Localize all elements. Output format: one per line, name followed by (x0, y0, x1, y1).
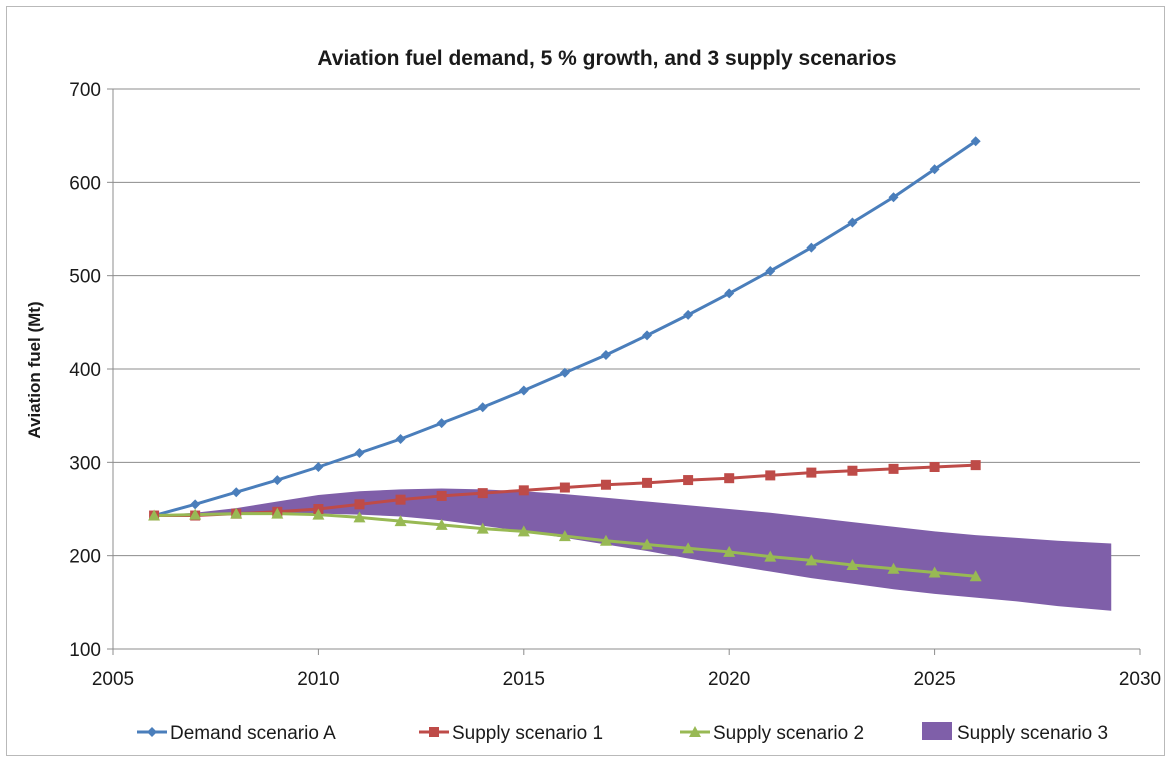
supply-scenario-2-point (476, 522, 489, 534)
demand-scenario-a-point (272, 475, 283, 486)
supply-scenario-2-point (271, 507, 284, 519)
supply-scenario-2-point (189, 508, 202, 520)
legend-marker (689, 726, 701, 737)
chart-frame: 100 200 300 400 500 600 700 2005 2010 2015 2020 202… (6, 6, 1165, 756)
supply-scenario-1-point (395, 494, 406, 505)
supply-scenario-1-point (806, 467, 817, 478)
y-tick-label: 700 (69, 80, 101, 101)
x-tick-label: 2025 (913, 669, 955, 690)
demand-scenario-a-point (642, 330, 653, 341)
x-tick-label: 2015 (503, 669, 545, 690)
demand-scenario-a-point (395, 434, 406, 444)
legend-marker (147, 727, 157, 737)
y-tick-label: 300 (69, 453, 101, 474)
demand-scenario-a-point (313, 462, 324, 472)
legend-item-supply-scenario-3: Supply scenario 3 (922, 722, 1108, 744)
legend-label: Demand scenario A (170, 723, 336, 744)
demand-scenario-a-point (559, 367, 570, 378)
supply-scenario-2-point (928, 566, 941, 578)
supply-scenario-1-point (970, 460, 981, 471)
supply-scenario-2-point (394, 515, 407, 527)
supply-scenario-1-point (847, 465, 858, 476)
supply-scenario-1-point (765, 470, 776, 481)
supply-scenario-3-band (154, 488, 1112, 611)
demand-scenario-a-point (929, 164, 940, 175)
tick-labels: 100 200 300 400 500 600 700 2005 2010 2015 2020 202… (69, 80, 1161, 690)
band-layer (154, 488, 1112, 611)
supply-scenario-2-point (353, 511, 366, 523)
chart-title: Aviation fuel demand, 5 % growth, and 3 … (317, 47, 896, 70)
supply-scenario-1-point (518, 485, 529, 496)
supply-scenario-2-point (230, 507, 243, 519)
demand-scenario-a-point (970, 136, 981, 147)
supply-scenario-1-point (683, 475, 694, 486)
supply-scenario-2-point (312, 508, 325, 520)
supply-scenario-1-point (436, 490, 447, 501)
x-tick-label: 2010 (297, 669, 339, 690)
supply-scenario-2-point (969, 570, 982, 582)
supply-scenario-2-point (641, 538, 654, 550)
y-tick-label: 100 (69, 640, 101, 661)
supply-scenario-1-point (642, 477, 653, 488)
gridlines (113, 88, 1140, 557)
demand-scenario-a-point (600, 350, 611, 360)
supply-scenario-1-point (600, 479, 611, 490)
demand-scenario-a-point (190, 499, 201, 510)
demand-scenario-a-point (354, 448, 365, 458)
legend-swatch (922, 722, 952, 740)
supply-scenario-2-point (517, 525, 530, 537)
demand-scenario-a-point (518, 385, 529, 396)
demand-scenario-a-point (847, 217, 858, 228)
legend-marker (429, 727, 439, 737)
y-axis-label: Aviation fuel (Mt) (25, 301, 44, 438)
y-tick-label: 600 (69, 173, 101, 194)
demand-scenario-a-point (231, 487, 242, 498)
demand-scenario-a-point (765, 266, 776, 276)
supply-scenario-2-point (764, 550, 777, 562)
legend-label: Supply scenario 2 (713, 723, 864, 744)
supply-scenario-1-point (477, 488, 488, 499)
supply-scenario-2-point (887, 562, 900, 574)
supply-scenario-1-point (724, 473, 735, 484)
supply-scenario-1-point (888, 463, 899, 474)
legend-label: Supply scenario 3 (957, 723, 1108, 744)
supply-scenario-2-point (846, 559, 859, 570)
supply-scenario-2-point (723, 545, 736, 557)
demand-scenario-a-point (683, 309, 694, 320)
chart-canvas: 100 200 300 400 500 600 700 2005 2010 2015 2020 202… (25, 47, 1161, 744)
supply-scenario-1-point (354, 499, 365, 510)
x-tick-label: 2005 (92, 669, 134, 690)
legend: Demand scenario A Supply scenario 1 Supply… (137, 722, 1108, 744)
legend-item-demand-scenario-a: Demand scenario A (137, 723, 336, 744)
supply-scenario-1-point (929, 462, 940, 472)
legend-label: Supply scenario 1 (452, 723, 603, 744)
legend-item-supply-scenario-2: Supply scenario 2 (680, 723, 864, 744)
supply-scenario-2-point (435, 518, 448, 530)
demand-scenario-a-point (724, 288, 735, 299)
y-tick-label: 500 (69, 267, 101, 288)
axes (107, 88, 1141, 655)
demand-scenario-a-point (806, 242, 817, 253)
y-tick-label: 200 (69, 547, 101, 568)
y-tick-label: 400 (69, 360, 101, 381)
demand-scenario-a-line (153, 140, 977, 517)
demand-scenario-a-point (888, 192, 899, 203)
x-tick-label: 2020 (708, 669, 750, 690)
legend-item-supply-scenario-1: Supply scenario 1 (419, 723, 603, 744)
supply-scenario-1-point (559, 482, 570, 493)
supply-scenario-2-point (148, 509, 161, 521)
supply-scenario-2-point (805, 554, 818, 566)
series-markers (148, 136, 982, 582)
supply-scenario-2-point (682, 542, 695, 554)
supply-scenario-2-point (558, 530, 571, 542)
demand-scenario-a-point (436, 418, 447, 429)
supply-scenario-2-point (599, 534, 612, 546)
x-tick-label: 2030 (1119, 669, 1161, 690)
demand-scenario-a-point (477, 402, 488, 413)
